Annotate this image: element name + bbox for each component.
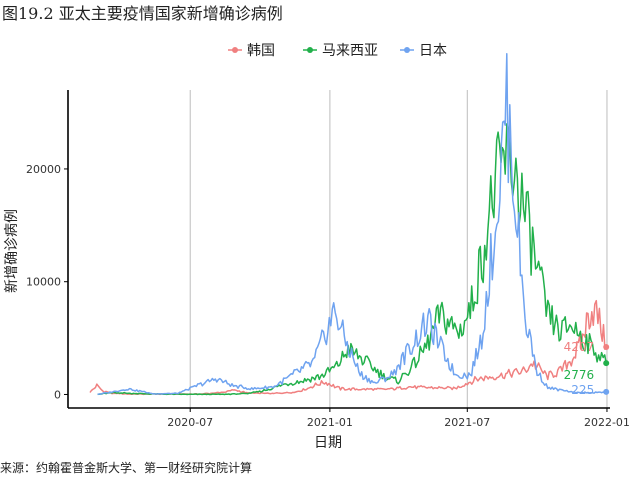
legend-item-korea: 韩国: [228, 43, 275, 59]
x-axis-label: 日期: [314, 435, 342, 451]
series-end-point-malaysia: [603, 360, 610, 367]
y-axis-label: 新增确诊病例: [4, 209, 20, 293]
legend-item-japan: 日本: [400, 43, 447, 59]
x-tick-label: 2021-07: [444, 416, 490, 429]
y-tick-label: 10000: [26, 276, 61, 289]
x-tick-label: 2021-01: [307, 416, 353, 429]
grid-lines: [189, 90, 608, 408]
legend-label: 日本: [419, 43, 447, 59]
x-tick-label: 2020-07: [167, 416, 213, 429]
end-label-malaysia: 2776: [564, 368, 595, 382]
y-tick-label: 0: [54, 388, 61, 401]
end-label-korea: 4207: [564, 340, 595, 354]
figure-title: 图19.2 亚太主要疫情国家新增确诊病例: [2, 4, 283, 23]
y-ticks: 0 10000 20000: [26, 163, 68, 401]
legend-swatch-point: [307, 47, 313, 53]
legend-swatch-point: [232, 47, 238, 53]
series-end-point-korea: [603, 344, 610, 351]
series-line-malaysia: [97, 123, 607, 396]
legend: 韩国 马来西亚 日本: [228, 43, 447, 59]
series-line-japan: [97, 53, 607, 396]
legend-item-malaysia: 马来西亚: [303, 43, 378, 59]
x-ticks: 2020-07 2021-01 2021-07 2022-01: [167, 408, 630, 429]
series-end-point-japan: [603, 388, 610, 395]
x-tick-label: 2022-01: [584, 416, 630, 429]
y-tick-label: 20000: [26, 163, 61, 176]
legend-label: 韩国: [247, 43, 275, 59]
legend-swatch-point: [404, 47, 410, 53]
end-label-japan: 225: [571, 383, 594, 397]
series-lines: [89, 53, 610, 396]
legend-label: 马来西亚: [322, 43, 378, 59]
source-note: 来源：约翰霍普金斯大学、第一财经研究院计算: [0, 460, 252, 475]
